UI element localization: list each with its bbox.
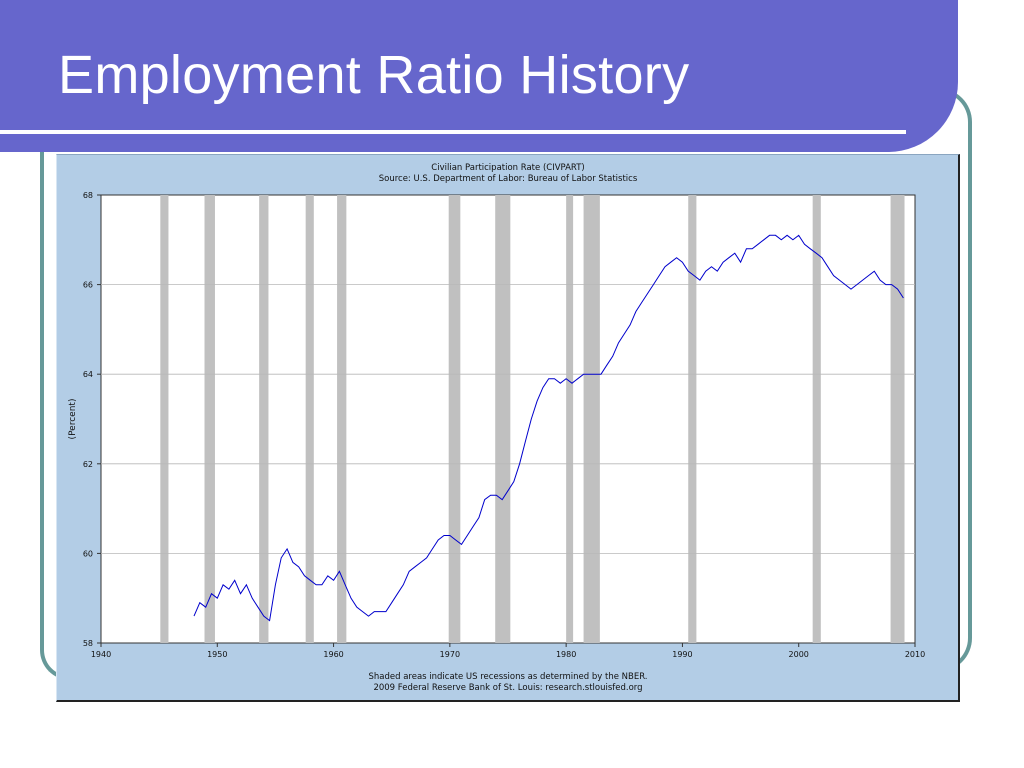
chart-footnote: Shaded areas indicate US recessions as d… — [368, 672, 647, 682]
chart-title: Civilian Participation Rate (CIVPART) — [431, 163, 584, 173]
chart-image: Civilian Participation Rate (CIVPART) So… — [56, 154, 960, 702]
recession-band — [890, 195, 905, 643]
recession-band — [160, 195, 169, 643]
y-tick-label: 68 — [83, 191, 93, 200]
recession-band — [204, 195, 215, 643]
y-axis-label: (Percent) — [68, 399, 78, 440]
recession-band — [566, 195, 574, 643]
y-tick-label: 58 — [83, 639, 93, 648]
title-banner: Employment Ratio History — [0, 0, 958, 152]
x-tick-label: 1960 — [323, 650, 343, 659]
series-line-civpart — [193, 234, 904, 622]
x-tick-label: 2010 — [905, 650, 925, 659]
y-tick-label: 64 — [83, 370, 93, 379]
chart-credit: 2009 Federal Reserve Bank of St. Louis: … — [373, 683, 642, 693]
chart-subtitle: Source: U.S. Department of Labor: Bureau… — [379, 174, 638, 184]
recession-band — [337, 195, 347, 643]
recession-band — [259, 195, 269, 643]
recession-band — [583, 195, 600, 643]
series-layer — [193, 234, 904, 622]
y-ticks: 58 60 62 64 66 68 — [83, 191, 101, 648]
x-tick-label: 1950 — [207, 650, 227, 659]
x-tick-label: 1970 — [440, 650, 460, 659]
y-tick-label: 62 — [83, 460, 93, 469]
recession-band — [495, 195, 511, 643]
grid-lines — [101, 284, 915, 554]
participation-rate-chart: Civilian Participation Rate (CIVPART) So… — [68, 163, 925, 693]
x-ticks: 1940 1950 1960 1970 1980 1990 2000 2010 — [91, 643, 925, 659]
x-tick-label: 1990 — [672, 650, 692, 659]
recession-bands — [160, 195, 905, 643]
title-underline — [0, 130, 906, 134]
y-tick-label: 66 — [83, 281, 93, 290]
recession-band — [812, 195, 821, 643]
recession-band — [305, 195, 314, 643]
recession-band — [688, 195, 697, 643]
x-tick-label: 1980 — [556, 650, 576, 659]
recession-band — [448, 195, 461, 643]
x-tick-label: 2000 — [789, 650, 809, 659]
x-tick-label: 1940 — [91, 650, 111, 659]
y-tick-label: 60 — [83, 549, 93, 558]
slide-title: Employment Ratio History — [58, 45, 690, 105]
